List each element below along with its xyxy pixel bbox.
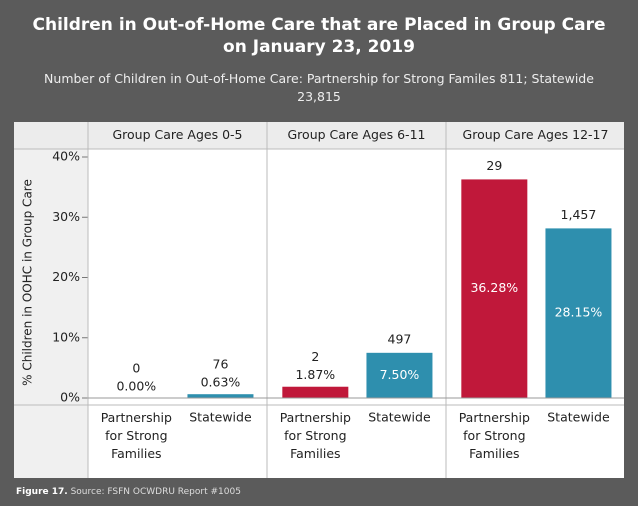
y-tick-label: 10% xyxy=(52,329,80,344)
value-label: 0.63% xyxy=(201,375,241,390)
y-tick-label: 40% xyxy=(52,149,80,164)
count-label: 1,457 xyxy=(561,207,597,222)
bar xyxy=(461,179,528,398)
count-label: 2 xyxy=(311,349,319,364)
axis-column-bg xyxy=(14,122,88,478)
count-label: 76 xyxy=(213,357,229,372)
chart-panel-bg xyxy=(14,122,624,478)
x-tick-label: Statewide xyxy=(189,410,252,425)
panel-title: Group Care Ages 6-11 xyxy=(288,127,426,142)
footer: Figure 17. Source: FSFN OCWDRU Report #1… xyxy=(16,487,241,497)
count-label: 497 xyxy=(388,331,412,346)
bar xyxy=(366,352,433,398)
count-label: 0 xyxy=(132,361,140,376)
y-tick-label: 20% xyxy=(52,269,80,284)
x-tick-label: Statewide xyxy=(368,410,431,425)
header-row-bg xyxy=(14,122,624,149)
chart-subtitle: Number of Children in Out-of-Home Care: … xyxy=(44,71,594,104)
y-tick-label: 30% xyxy=(52,209,80,224)
bar xyxy=(545,228,612,398)
value-label: 1.87% xyxy=(295,367,335,382)
y-axis-label: % Children in OOHC in Group Care xyxy=(21,179,35,386)
x-tick-label: Partnership for Strong Families xyxy=(459,410,530,461)
x-tick-label: Statewide xyxy=(547,410,610,425)
count-label: 29 xyxy=(486,158,502,173)
x-tick-label: Partnership for Strong Families xyxy=(101,410,172,461)
value-label: 28.15% xyxy=(555,305,603,320)
figure-label: Figure 17. xyxy=(16,487,68,497)
source: Source: FSFN OCWDRU Report #1005 xyxy=(70,487,241,497)
chart-title: Children in Out-of-Home Care that are Pl… xyxy=(32,15,606,57)
value-label: 36.28% xyxy=(470,280,518,295)
bar xyxy=(282,386,349,398)
y-tick-label: 0% xyxy=(60,390,80,405)
panel-title: Group Care Ages 12-17 xyxy=(463,127,609,142)
panel-title: Group Care Ages 0-5 xyxy=(112,127,242,142)
bar xyxy=(187,394,254,398)
x-tick-label: Partnership for Strong Families xyxy=(280,410,351,461)
value-label: 7.50% xyxy=(380,367,420,382)
value-label: 0.00% xyxy=(116,379,156,394)
